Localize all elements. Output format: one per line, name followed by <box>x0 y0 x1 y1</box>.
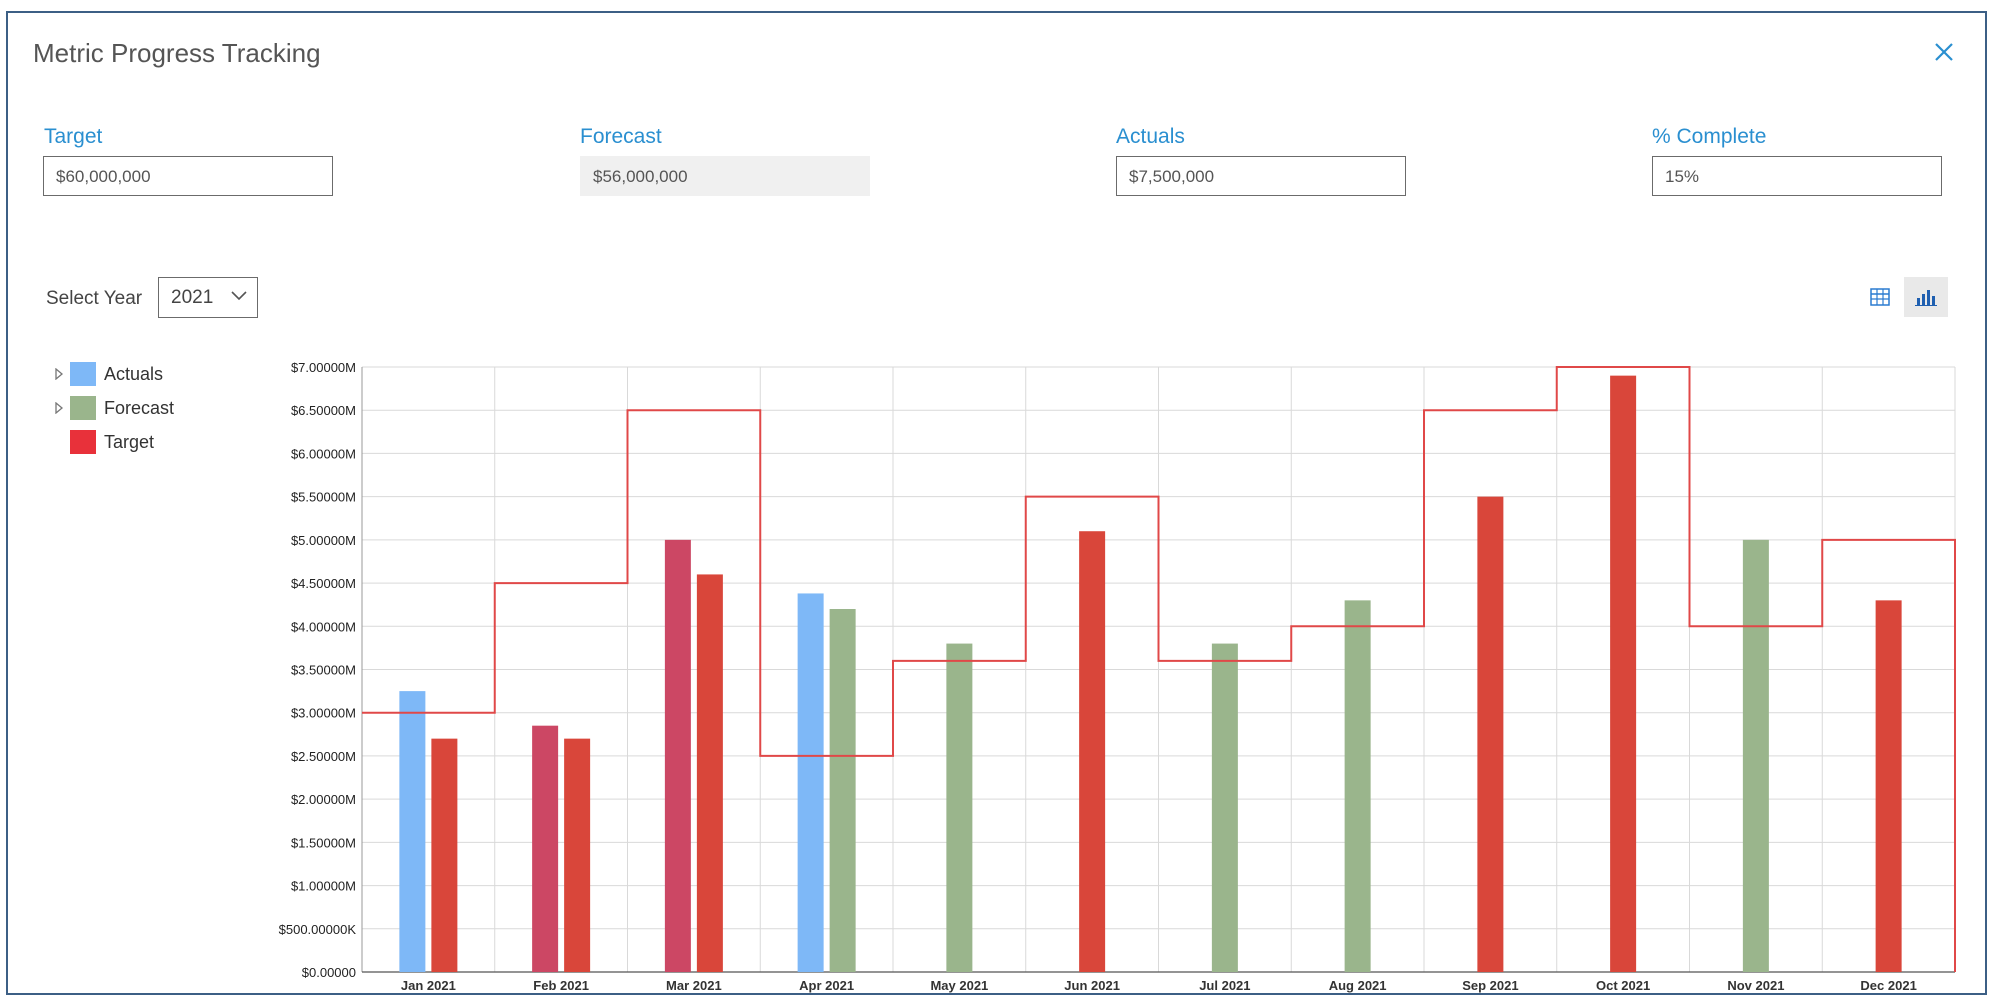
bar-actuals <box>399 691 426 972</box>
year-select-value: 2021 <box>171 287 214 308</box>
y-tick-label: $4.50000M <box>291 576 356 591</box>
bar-target <box>1610 375 1637 973</box>
bar-target <box>431 738 458 972</box>
percent-complete-field[interactable]: 15% <box>1652 156 1942 196</box>
x-tick-label: Jun 2021 <box>1064 978 1120 993</box>
chart-view-button[interactable] <box>1904 277 1948 317</box>
expand-arrow-icon[interactable] <box>54 368 66 380</box>
y-tick-label: $5.00000M <box>291 533 356 548</box>
y-tick-label: $0.00000 <box>302 965 356 980</box>
y-tick-label: $1.00000M <box>291 879 356 894</box>
legend-label-target: Target <box>104 431 155 452</box>
x-tick-label: May 2021 <box>930 978 988 993</box>
legend-actuals[interactable]: Actuals <box>54 361 163 387</box>
y-tick-label: $4.00000M <box>291 619 356 634</box>
legend-swatch-forecast <box>70 396 96 420</box>
chevron-down-icon <box>231 291 247 301</box>
year-select[interactable]: 2021 <box>158 277 258 318</box>
bar-target <box>696 574 723 972</box>
bar-target <box>1477 496 1504 972</box>
y-tick-label: $7.00000M <box>291 360 356 375</box>
x-tick-label: Aug 2021 <box>1329 978 1387 993</box>
legend-swatch-target <box>70 430 96 454</box>
bar-forecast <box>1211 643 1238 972</box>
legend-label-actuals: Actuals <box>104 363 164 384</box>
dialog-title: Metric Progress Tracking <box>33 38 321 68</box>
y-tick-label: $1.50000M <box>291 835 356 850</box>
legend-target[interactable]: Target <box>54 429 154 455</box>
forecast-field: $56,000,000 <box>580 156 870 196</box>
x-tick-label: Dec 2021 <box>1860 978 1916 993</box>
x-tick-label: Feb 2021 <box>533 978 589 993</box>
bar-actuals <box>797 593 824 972</box>
select-year-label: Select Year <box>46 288 143 309</box>
bar-target <box>564 738 591 972</box>
target-step-line <box>362 366 1956 972</box>
y-tick-label: $500.00000K <box>279 922 357 937</box>
y-tick-label: $3.00000M <box>291 706 356 721</box>
bar-chart-icon <box>1915 290 1937 306</box>
x-tick-label: Nov 2021 <box>1727 978 1784 993</box>
x-tick-label: Oct 2021 <box>1596 978 1650 993</box>
legend-forecast[interactable]: Forecast <box>54 395 174 421</box>
bar-forecast <box>1344 600 1371 972</box>
legend-label-forecast: Forecast <box>104 397 175 418</box>
x-tick-label: Mar 2021 <box>666 978 722 993</box>
forecast-label: Forecast <box>580 125 662 148</box>
x-tick-label: Jul 2021 <box>1199 978 1250 993</box>
bar-forecast <box>1742 539 1769 972</box>
x-tick-label: Apr 2021 <box>799 978 854 993</box>
bar-forecast <box>946 643 973 972</box>
bar-target <box>1079 531 1106 972</box>
legend-swatch-actuals <box>70 362 96 386</box>
bar-overlap <box>532 725 559 972</box>
y-tick-label: $6.50000M <box>291 403 356 418</box>
y-tick-label: $2.50000M <box>291 749 356 764</box>
bar-forecast <box>829 609 856 972</box>
y-tick-label: $2.00000M <box>291 792 356 807</box>
bar-overlap <box>664 539 691 972</box>
expand-arrow-icon[interactable] <box>54 402 66 414</box>
y-tick-label: $3.50000M <box>291 663 356 678</box>
bar-target <box>1875 600 1902 972</box>
target-field[interactable]: $60,000,000 <box>43 156 333 196</box>
table-icon <box>1870 288 1890 306</box>
y-tick-label: $5.50000M <box>291 490 356 505</box>
actuals-field[interactable]: $7,500,000 <box>1116 156 1406 196</box>
target-label: Target <box>44 125 103 148</box>
close-icon <box>1935 43 1953 61</box>
x-tick-label: Sep 2021 <box>1462 978 1518 993</box>
table-view-button[interactable] <box>1858 277 1902 317</box>
actuals-label: Actuals <box>1116 125 1185 148</box>
percent-complete-label: % Complete <box>1652 125 1767 148</box>
close-button[interactable] <box>1930 38 1958 66</box>
x-tick-label: Jan 2021 <box>401 978 456 993</box>
y-tick-label: $6.00000M <box>291 446 356 461</box>
